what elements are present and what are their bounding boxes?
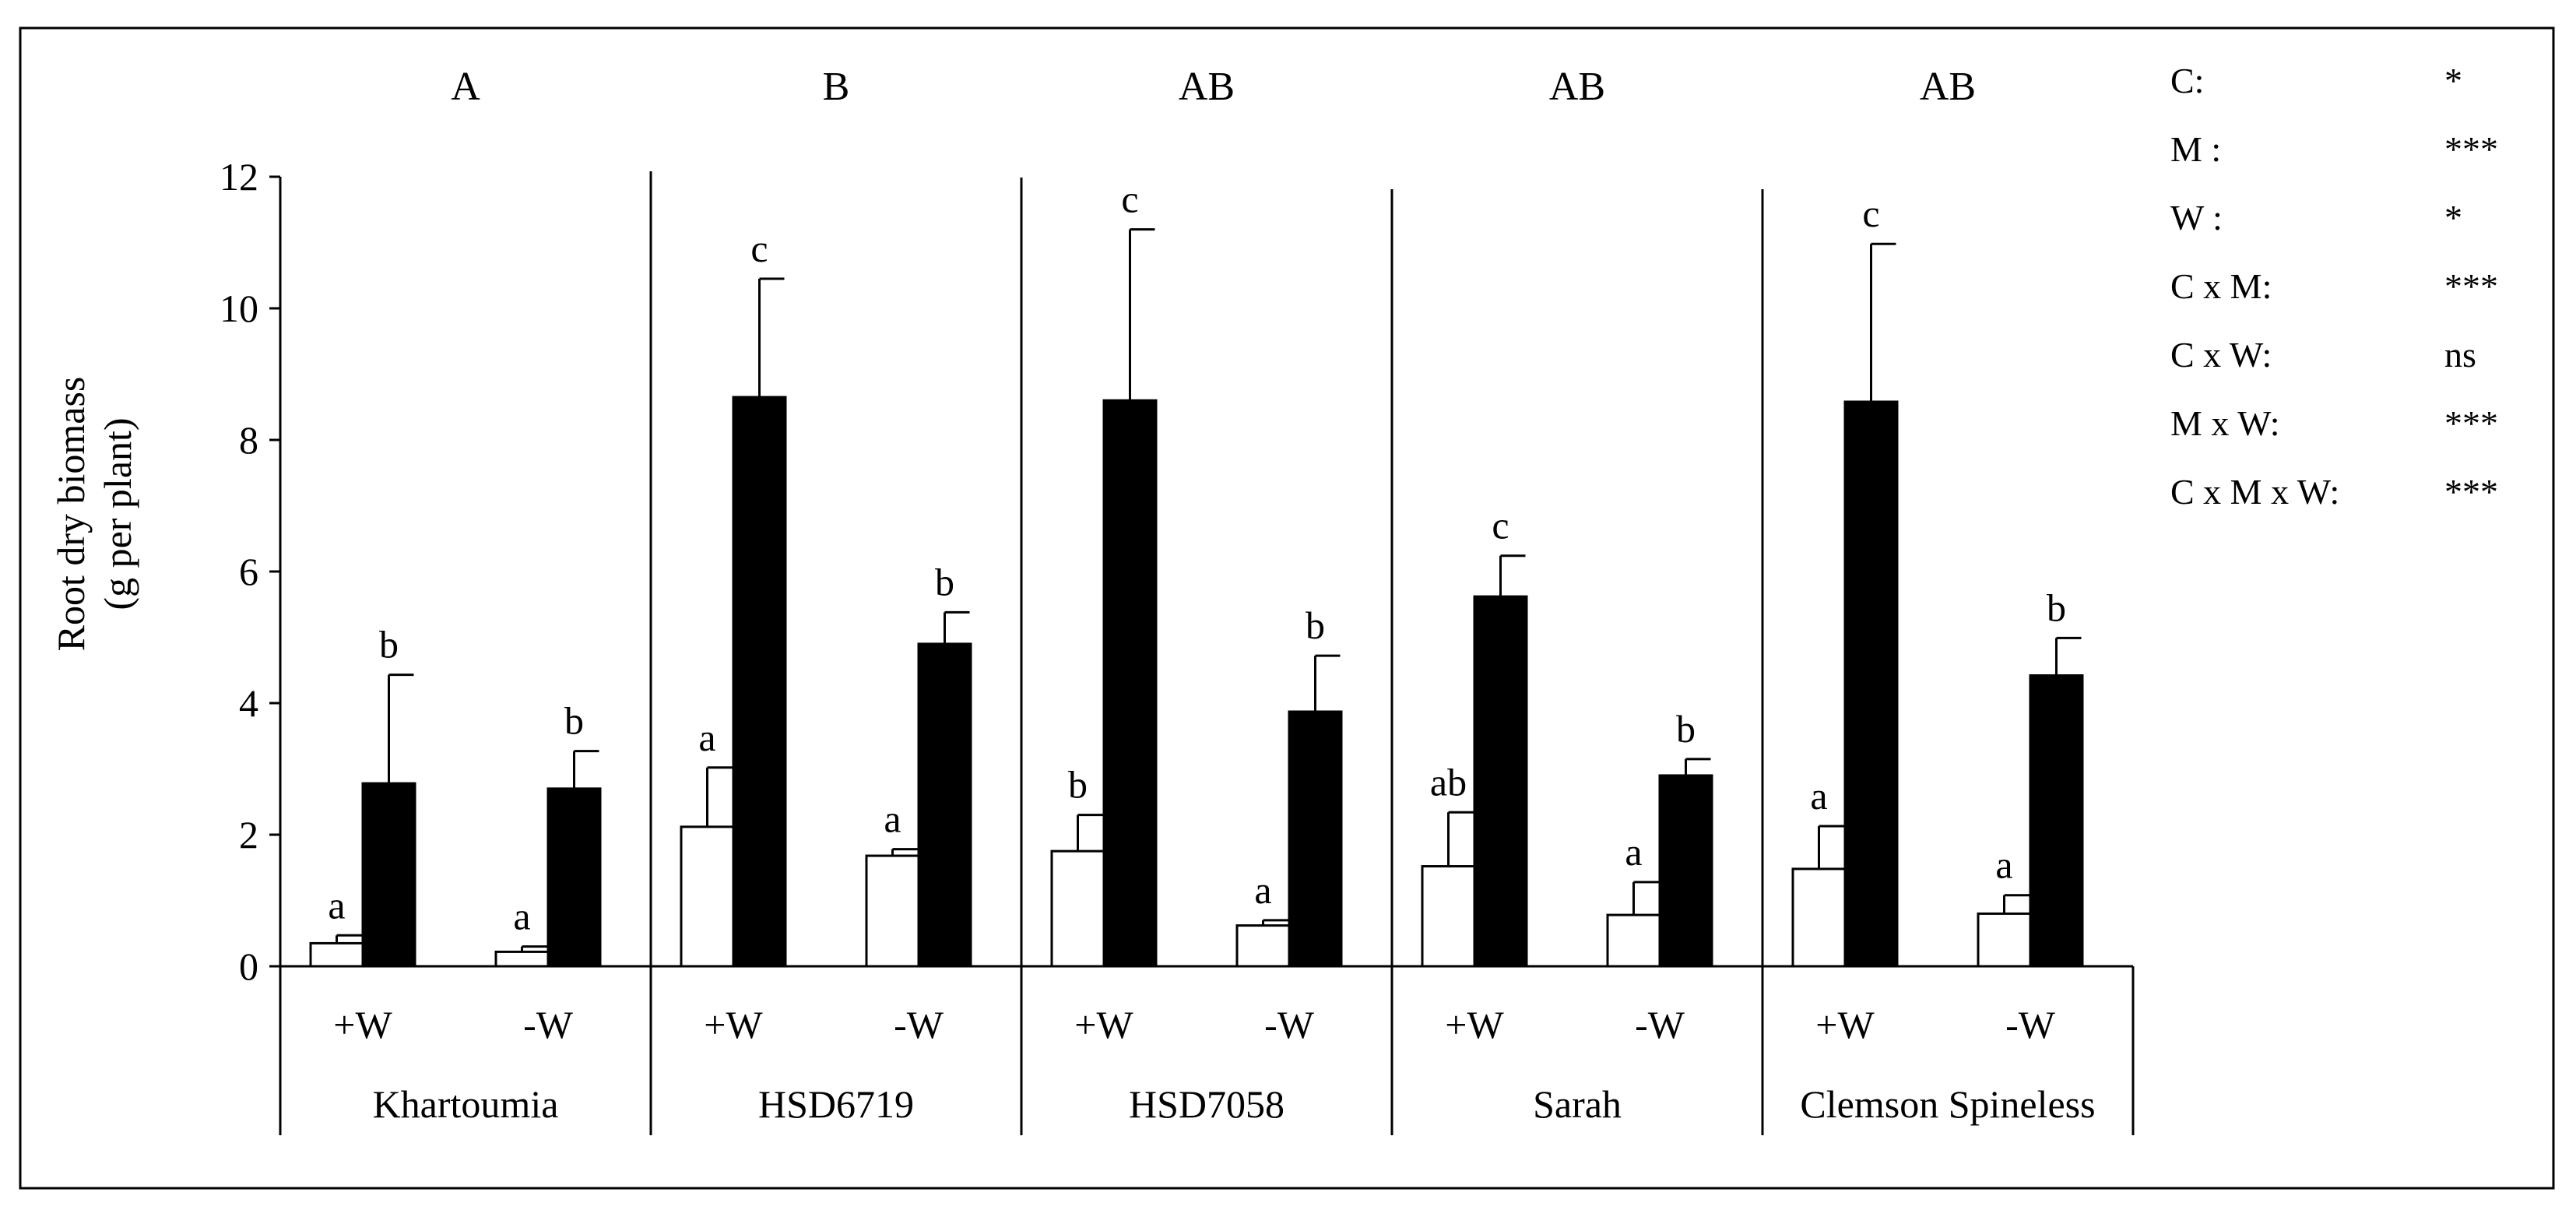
bar-white	[309, 941, 364, 968]
cultivar-significance-letter: AB	[1920, 65, 1976, 109]
bar-black	[917, 642, 972, 968]
bar-black	[1658, 774, 1713, 968]
significance-letter: a	[884, 797, 901, 841]
bar-white	[680, 825, 735, 968]
treatment-label: -W	[2005, 1003, 2056, 1046]
bar-black	[1288, 710, 1343, 968]
significance-letter: b	[1306, 603, 1325, 647]
group-separators	[279, 171, 2135, 1135]
significance-letter: c	[750, 227, 768, 270]
cultivar-label: HSD6719	[758, 1082, 914, 1126]
treatment-label: -W	[1635, 1003, 1685, 1046]
significance-value: ***	[2444, 129, 2498, 169]
significance-letter: a	[1625, 830, 1642, 874]
significance-letter: b	[379, 623, 399, 667]
bar-white	[1791, 867, 1847, 968]
significance-factor: M x W:	[2170, 403, 2280, 443]
bar-white	[1606, 913, 1661, 968]
significance-letter: a	[1254, 868, 1271, 912]
y-axis-title-line1: Root dry biomass	[49, 377, 93, 652]
significance-letter: a	[698, 716, 715, 759]
y-tick-label: 8	[239, 418, 258, 462]
bar-black	[361, 782, 416, 968]
bar-black	[732, 396, 787, 968]
cultivar-significance-letter: B	[823, 65, 850, 109]
treatment-label: -W	[894, 1003, 944, 1046]
bar-white	[1235, 924, 1291, 968]
significance-letter: a	[1810, 774, 1827, 818]
bar-black	[1473, 595, 1528, 968]
significance-value: ***	[2444, 472, 2498, 512]
significance-value: ***	[2444, 266, 2498, 306]
figure-frame	[19, 26, 2555, 1190]
y-tick-label: 10	[220, 287, 258, 330]
significance-letter: c	[1862, 192, 1879, 235]
cultivar-significance-letter: A	[451, 65, 480, 109]
significance-letter: b	[564, 699, 584, 743]
bar-white	[865, 854, 920, 968]
significance-letter: c	[1492, 504, 1509, 547]
treatment-label: +W	[333, 1003, 392, 1046]
significance-letter: b	[1068, 763, 1088, 807]
y-tick-label: 2	[239, 813, 258, 856]
y-tick-label: 0	[239, 944, 258, 988]
bar-white	[1421, 865, 1476, 968]
treatment-label: -W	[1264, 1003, 1315, 1046]
significance-factor: M :	[2170, 129, 2221, 169]
treatment-label: +W	[1074, 1003, 1133, 1046]
significance-factor: W :	[2170, 198, 2223, 237]
significance-value: ***	[2444, 403, 2498, 443]
significance-letter: b	[1676, 707, 1696, 751]
bar-black	[546, 787, 602, 968]
significance-letter: ab	[1430, 760, 1467, 804]
significance-factor: C:	[2170, 61, 2204, 100]
treatment-label: +W	[1815, 1003, 1875, 1046]
y-axis-title: Root dry biomass (g per plant)	[49, 377, 139, 652]
significance-letter: a	[513, 895, 530, 938]
y-tick-label: 12	[220, 155, 258, 199]
y-tick-label: 4	[239, 681, 258, 725]
y-axis-title-line2: (g per plant)	[96, 417, 139, 610]
significance-value: *	[2444, 61, 2462, 100]
labels-layer: AKhartoumia+Wab-WabBHSD6719+Wac-WabABHSD…	[328, 65, 2095, 1126]
bar-black	[2029, 674, 2084, 968]
significance-factor: C x M:	[2170, 266, 2272, 306]
significance-letter: a	[328, 883, 345, 927]
significance-factor: C x M x W:	[2170, 472, 2339, 512]
significance-table: C: * M : *** W : * C x M: *** C x W: ns M x W: *** C…	[2170, 61, 2498, 512]
bar-black	[1843, 400, 1899, 968]
significance-letter: c	[1121, 178, 1138, 221]
cultivar-label: HSD7058	[1129, 1082, 1284, 1126]
bar-white	[494, 950, 550, 968]
cultivar-label: Sarah	[1533, 1082, 1622, 1126]
significance-letter: b	[935, 560, 954, 603]
bar-white	[1977, 912, 2032, 968]
treatment-label: -W	[523, 1003, 574, 1046]
cultivar-label: Clemson Spineless	[1800, 1082, 2095, 1126]
treatment-label: +W	[704, 1003, 763, 1046]
significance-value: *	[2444, 198, 2462, 237]
treatment-label: +W	[1445, 1003, 1504, 1046]
significance-factor: C x W:	[2170, 335, 2272, 375]
bar-white	[1050, 849, 1105, 968]
cultivar-label: Khartoumia	[373, 1082, 559, 1126]
bars-layer	[309, 228, 2084, 968]
cultivar-significance-letter: AB	[1549, 65, 1605, 109]
significance-letter: b	[2047, 586, 2066, 629]
significance-letter: a	[1995, 843, 2012, 887]
significance-value: ns	[2444, 335, 2476, 375]
bar-black	[1102, 399, 1158, 968]
y-tick-label: 6	[239, 550, 258, 593]
cultivar-significance-letter: AB	[1179, 65, 1235, 109]
